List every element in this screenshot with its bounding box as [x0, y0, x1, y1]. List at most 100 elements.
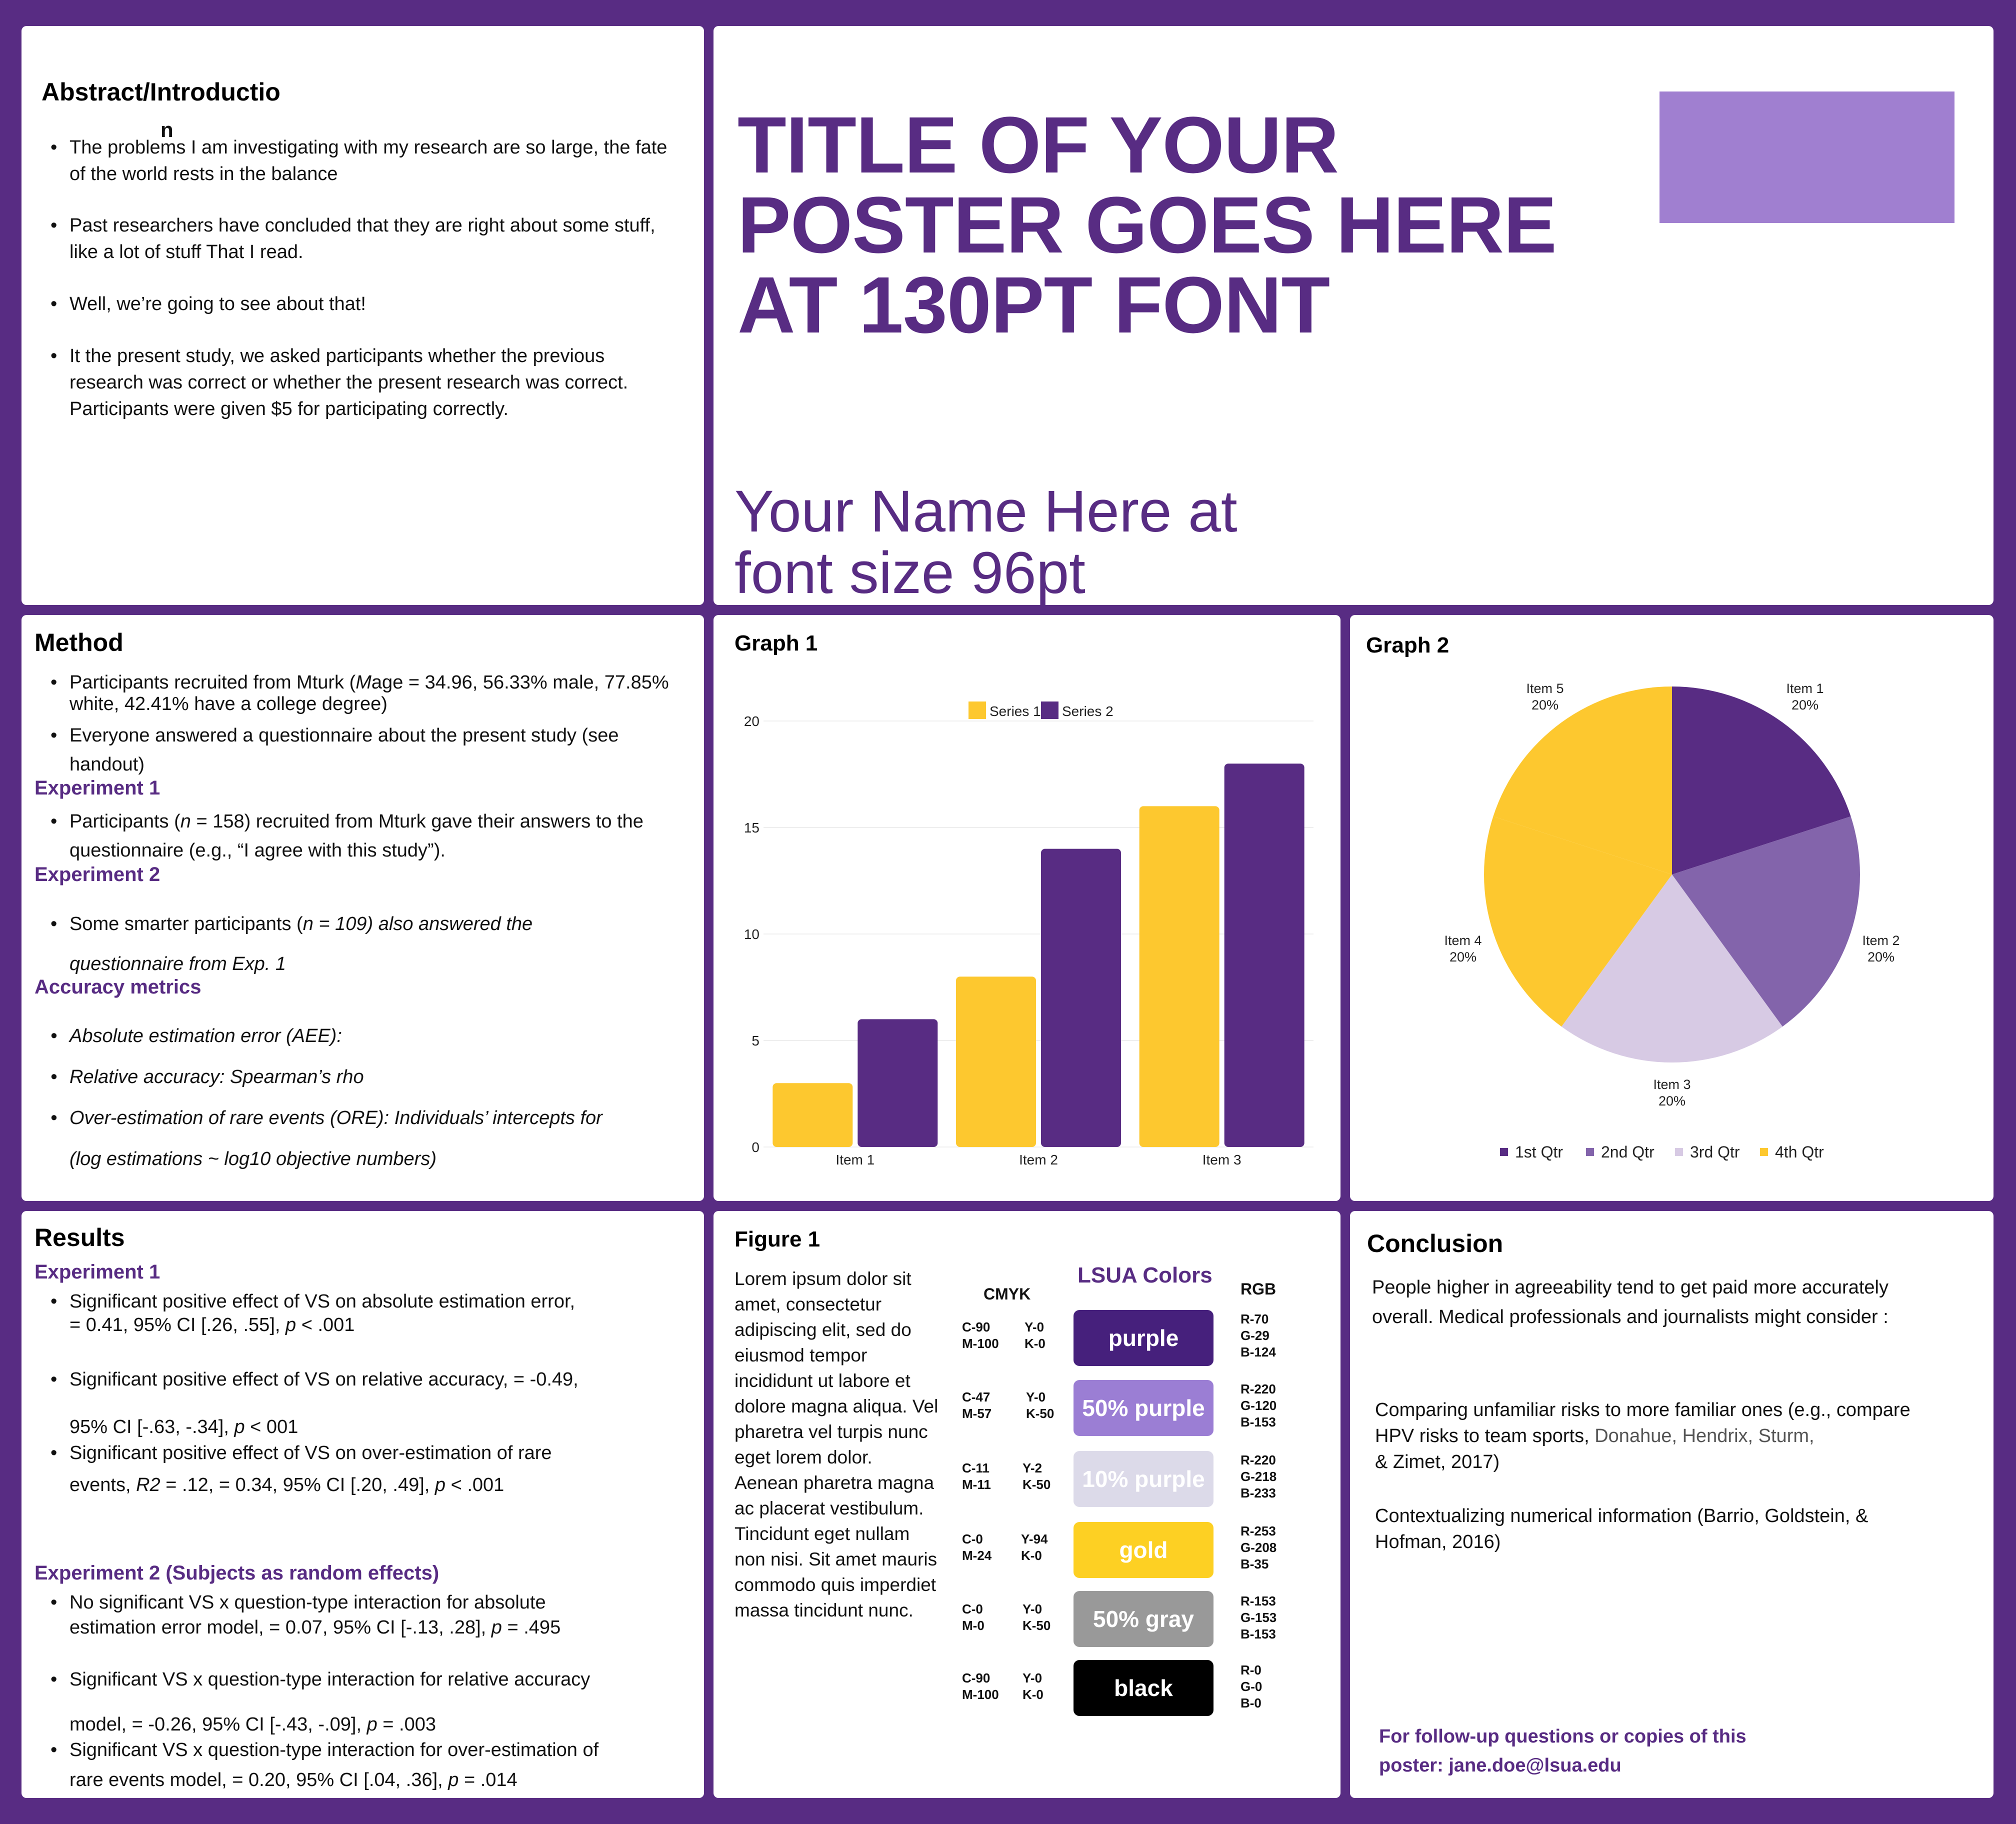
poster-title-line-1: TITLE OF YOUR: [738, 100, 1339, 190]
bar-ytick-4: 20: [744, 714, 760, 729]
lsua-colors-title: LSUA Colors: [1078, 1263, 1212, 1288]
swatch-gold-rgb: R-253 G-208 B-35: [1240, 1524, 1277, 1572]
pie-slice-item-2: [1672, 816, 1860, 1027]
bar-ytick-1: 5: [752, 1033, 760, 1048]
swatch-50-gray-cmyk-yk: Y-0 K-50: [1022, 1602, 1051, 1633]
method-exp2-bullet: Some smarter participants (n = 109) also…: [50, 904, 684, 984]
graph1-heading: Graph 1: [734, 631, 818, 656]
results-exp1-bullet-3: Significant positive effect of VS on ove…: [50, 1437, 552, 1501]
conclusion-point-2: Contextualizing numerical information (B…: [1375, 1506, 1868, 1552]
bar-xtick-2: Item 3: [1202, 1152, 1242, 1168]
pie-slice-item-4: [1484, 816, 1672, 1027]
method-heading: Method: [34, 628, 124, 656]
results-exp1-heading: Experiment 1: [34, 1261, 160, 1283]
pie-label-4: Item 4: [1444, 933, 1482, 948]
pie-legend-label-1: 2nd Qtr: [1601, 1143, 1654, 1161]
bar-series-2-item-2: [1041, 848, 1121, 1147]
accuracy-bullet-3-cont: (log estimations ~ log10 objective numbe…: [70, 1148, 436, 1170]
contact-email[interactable]: poster: jane.doe@lsua.edu: [1379, 1755, 1622, 1776]
bar-ytick-3: 15: [744, 820, 760, 836]
title-panel: TITLE OF YOUR POSTER GOES HERE AT 130PT …: [714, 26, 1994, 605]
abstract-bullet-3: Well, we’re going to see about that!: [50, 291, 670, 318]
rgb-header: RGB: [1240, 1280, 1276, 1298]
method-accuracy-heading: Accuracy metrics: [34, 976, 202, 998]
figure1-panel: Figure 1 Lorem ipsum dolor sit amet, con…: [714, 1211, 1340, 1798]
swatch-black: black: [1074, 1660, 1214, 1716]
bar-ytick-2: 10: [744, 926, 760, 942]
author-name-line-2: font size 96pt: [734, 540, 1086, 605]
bar-xtick-0: Item 1: [836, 1152, 874, 1168]
figure1-lorem: Lorem ipsum dolor sit amet, consectetur …: [734, 1268, 938, 1620]
bar-series-1-item-2: [956, 976, 1036, 1147]
swatch-10-purple-cmyk-cm: C-11 M-11: [962, 1460, 991, 1492]
pie-label-1: Item 1: [1786, 681, 1824, 696]
results-heading: Results: [34, 1224, 125, 1252]
pie-legend-label-2: 3rd Qtr: [1690, 1143, 1740, 1161]
graph2-panel: Graph 2 Item 1 20% Item 2 20% Item 3 20% Item …: [1350, 615, 1994, 1201]
accuracy-bullet-1: Absolute estimation error (AEE):: [50, 1023, 342, 1050]
results-exp1-bullet-1: Significant positive effect of VS on abs…: [50, 1290, 575, 1337]
contact-line-1: For follow-up questions or copies of thi…: [1379, 1726, 1746, 1747]
pie-pct-label-1: 20%: [1792, 698, 1818, 712]
author-name-line-1: Your Name Here at: [734, 478, 1238, 544]
swatch-gold-cmyk-cm: C-0 M-24: [962, 1532, 992, 1563]
bar-legend-label-0: Series 1: [990, 704, 1041, 719]
bar-series-2-item-3: [1224, 764, 1304, 1147]
swatch-purple-cmyk-yk: Y-0 K-0: [1024, 1320, 1046, 1351]
results-panel: Results Experiment 1 Significant positiv…: [22, 1211, 704, 1798]
swatch-black-rgb: R-0 G-0 B-0: [1240, 1662, 1262, 1710]
method-bullet-1: Participants recruited from Mturk (Mage …: [50, 672, 684, 715]
bar-ytick-0: 0: [752, 1140, 760, 1155]
poster-title-line-3: AT 130PT FONT: [738, 260, 1330, 350]
results-exp2-bullet-1: No significant VS x question-type intera…: [50, 1590, 560, 1640]
bar-series-1-item-1: [772, 1083, 853, 1147]
pie-slice-item-3: [1561, 874, 1783, 1062]
method-exp1-bullet: Participants (n = 158) recruited from Mt…: [50, 807, 684, 865]
swatch-10-purple-rgb: R-220 G-218 B-233: [1240, 1452, 1277, 1500]
conclusion-heading: Conclusion: [1367, 1230, 1504, 1258]
pie-legend-label-0: 1st Qtr: [1515, 1143, 1563, 1161]
figure1-heading: Figure 1: [734, 1227, 820, 1252]
pie-legend-label-3: 4th Qtr: [1775, 1143, 1824, 1161]
accuracy-bullet-2: Relative accuracy: Spearman’s rho: [50, 1064, 364, 1090]
abstract-bullet-1: The problems I am investigating with my …: [50, 134, 670, 188]
results-exp2-heading: Experiment 2 (Subjects as random effects…: [34, 1562, 440, 1584]
abstract-bullet-2: Past researchers have concluded that the…: [50, 212, 670, 266]
swatch-gold-cmyk-yk: Y-94 K-0: [1021, 1532, 1048, 1563]
swatch-10-purple: 10% purple: [1074, 1451, 1214, 1507]
pie-pct-label-3: 20%: [1658, 1094, 1686, 1108]
bar-legend-swatch-1: [1041, 702, 1058, 719]
swatch-purple-cmyk-cm: C-90 M-100: [962, 1320, 999, 1351]
swatch-50-gray: 50% gray: [1074, 1591, 1214, 1647]
bar-legend-swatch-0: [968, 702, 986, 719]
bar-series-1-item-3: [1139, 806, 1220, 1147]
accuracy-bullet-3: Over-estimation of rare events (ORE): In…: [50, 1105, 602, 1132]
logo-placeholder: [1660, 92, 1954, 223]
abstract-bullet-4: It the present study, we asked participa…: [50, 343, 670, 422]
results-exp2-bullet-3: Significant VS x question-type interacti…: [50, 1735, 598, 1795]
method-panel: Method Participants recruited from Mturk…: [22, 615, 704, 1201]
method-bullet-2: Everyone answered a questionnaire about …: [50, 721, 684, 779]
swatch-purple: purple: [1074, 1310, 1214, 1366]
pie-legend-swatch-3: [1760, 1148, 1768, 1156]
swatch-50-purple-cmyk-yk: Y-0 K-50: [1026, 1390, 1054, 1421]
pie-label-5: Item 5: [1526, 681, 1564, 696]
swatch-purple-rgb: R-70 G-29 B-124: [1240, 1312, 1276, 1360]
results-exp1-bullet-2: Significant positive effect of VS on rel…: [50, 1356, 578, 1451]
swatch-10-purple-cmyk-yk: Y-2 K-50: [1022, 1460, 1051, 1492]
bar-legend-label-1: Series 2: [1062, 704, 1114, 719]
swatch-50-purple: 50% purple: [1074, 1380, 1214, 1436]
conclusion-panel: Conclusion People higher in agreeability…: [1350, 1211, 1994, 1798]
method-exp2-heading: Experiment 2: [34, 864, 160, 886]
swatch-black-cmyk-yk: Y-0 K-0: [1022, 1670, 1044, 1702]
bar-xtick-1: Item 2: [1019, 1152, 1058, 1168]
pie-legend-swatch-0: [1500, 1148, 1508, 1156]
swatch-black-cmyk-cm: C-90 M-100: [962, 1670, 999, 1702]
cmyk-header: CMYK: [984, 1285, 1031, 1303]
swatch-50-gray-rgb: R-153 G-153 B-153: [1240, 1594, 1277, 1642]
pie-legend-swatch-1: [1586, 1148, 1594, 1156]
pie-label-3: Item 3: [1653, 1077, 1690, 1092]
swatch-50-gray-cmyk-cm: C-0 M-0: [962, 1602, 984, 1633]
pie-legend-swatch-2: [1675, 1148, 1683, 1156]
pie-slice-item-1: [1672, 686, 1851, 874]
